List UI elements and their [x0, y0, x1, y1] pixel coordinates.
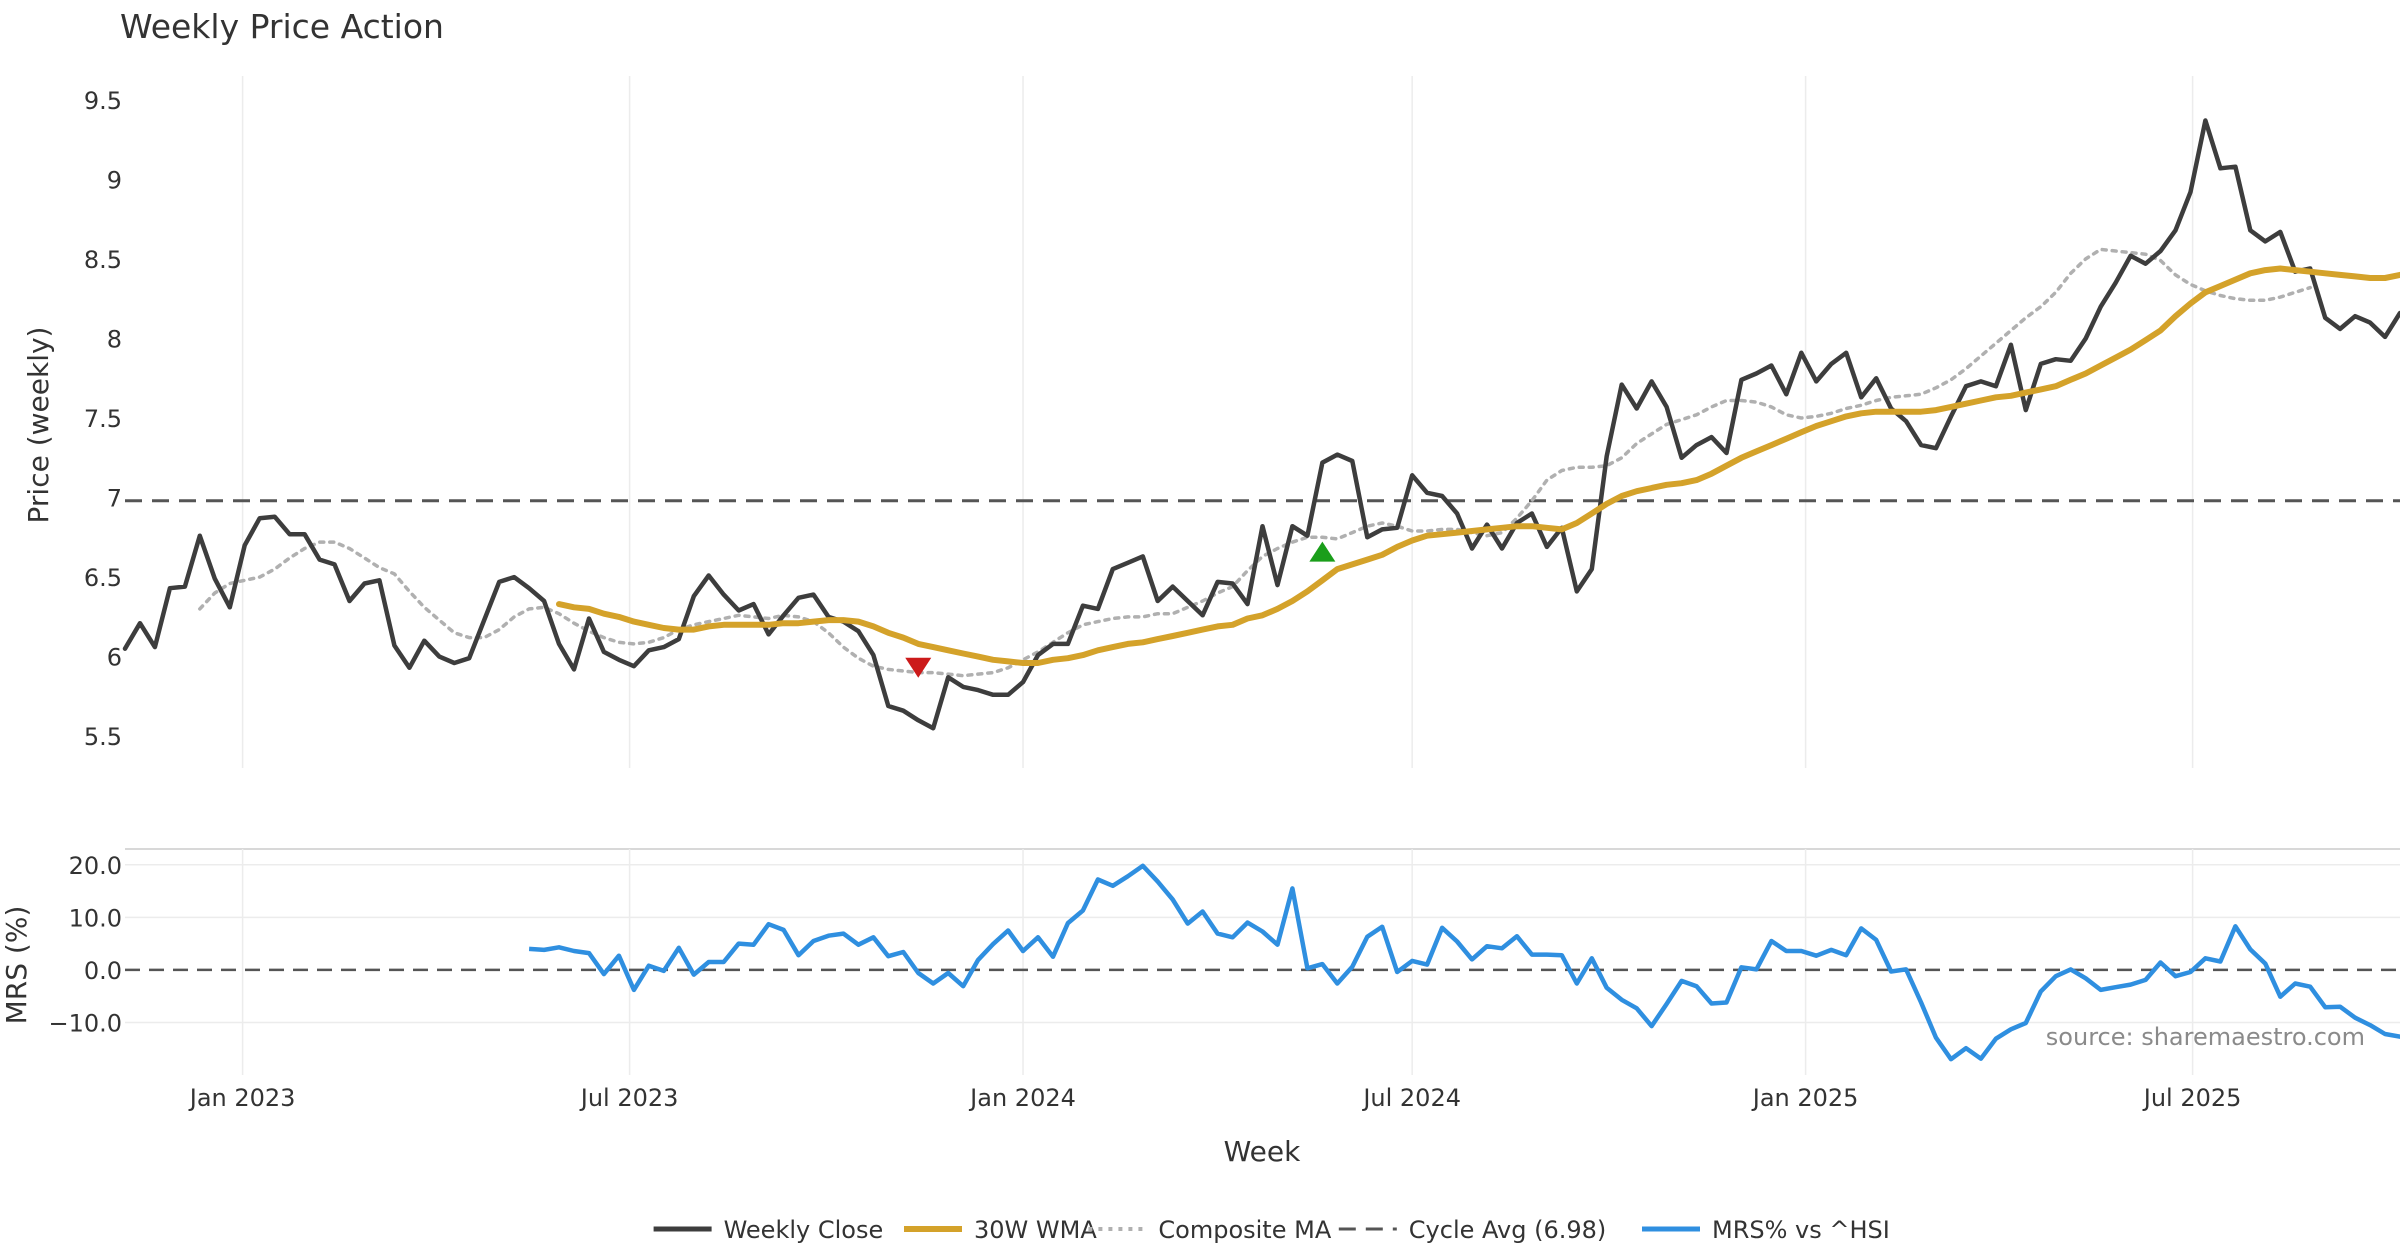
- x-tick-label: Jul 2024: [1361, 1084, 1461, 1112]
- sell-signal-marker: [905, 657, 932, 678]
- legend-item: MRS% vs ^HSI: [1642, 1216, 1890, 1244]
- mrs-y-ticks: 20.0 10.0 0.0 −10.0: [48, 852, 122, 1038]
- wma-30w-line: [556, 265, 2400, 666]
- weekly-close-line: [122, 118, 2400, 731]
- legend-item: Composite MA: [1088, 1216, 1332, 1244]
- x-tick-label: Jan 2025: [1751, 1084, 1859, 1112]
- mrs-y-tick-label: 0.0: [84, 957, 122, 985]
- chart-title: Weekly Price Action: [120, 7, 444, 46]
- legend: Weekly Close 30W WMA Composite MA Cycle Avg…: [653, 1216, 1890, 1244]
- price-y-tick-label: 9.5: [84, 87, 122, 115]
- mrs-y-tick-label: 20.0: [69, 852, 122, 880]
- legend-item: 30W WMA: [904, 1216, 1097, 1244]
- price-grid: [241, 76, 2194, 768]
- mrs-y-tick-label: 10.0: [69, 904, 122, 932]
- price-y-tick-label: 7.5: [84, 405, 122, 433]
- x-tick-label: Jan 2024: [968, 1084, 1076, 1112]
- legend-label: Cycle Avg (6.98): [1409, 1216, 1606, 1244]
- price-y-tick-label: 6.5: [84, 564, 122, 592]
- legend-item: Cycle Avg (6.98): [1338, 1216, 1606, 1244]
- legend-label: MRS% vs ^HSI: [1712, 1216, 1890, 1244]
- mrs-panel: 20.0 10.0 0.0 −10.0 MRS (%) source: sharema…: [0, 848, 2400, 1075]
- x-tick-label: Jul 2023: [579, 1084, 679, 1112]
- x-tick-label: Jan 2023: [188, 1084, 296, 1112]
- mrs-y-tick-label: −10.0: [48, 1009, 122, 1037]
- composite-ma-line: [198, 247, 2312, 678]
- price-y-axis-label: Price (weekly): [22, 327, 55, 524]
- mrs-lines: [125, 863, 2400, 1062]
- legend-label: Weekly Close: [724, 1216, 884, 1244]
- price-y-tick-label: 6: [107, 644, 122, 672]
- price-y-tick-label: 8.5: [84, 246, 122, 274]
- x-axis-label: Week: [1224, 1135, 1301, 1168]
- x-axis-ticks: Jan 2023 Jul 2023 Jan 2024 Jul 2024 Jan 2025…: [188, 1084, 2242, 1112]
- mrs-line: [528, 863, 2400, 1062]
- x-tick-label: Jul 2025: [2142, 1084, 2242, 1112]
- price-y-tick-label: 5.5: [84, 723, 122, 751]
- legend-item: Weekly Close: [653, 1216, 884, 1244]
- buy-signal-marker: [1309, 541, 1336, 562]
- price-panel: 5.5 6 6.5 7 7.5 8 8.5 9 9.5 Price (weekly): [22, 76, 2400, 768]
- price-y-tick-label: 7: [107, 485, 122, 513]
- legend-label: 30W WMA: [974, 1216, 1097, 1244]
- price-y-ticks: 5.5 6 6.5 7 7.5 8 8.5 9 9.5: [84, 87, 122, 751]
- price-y-tick-label: 8: [107, 325, 122, 353]
- price-lines: [122, 118, 2400, 731]
- price-y-tick-label: 9: [107, 166, 122, 194]
- source-annotation: source: sharemaestro.com: [2046, 1023, 2365, 1051]
- legend-label: Composite MA: [1158, 1216, 1331, 1244]
- mrs-y-axis-label: MRS (%): [0, 906, 33, 1025]
- price-markers: [905, 541, 1336, 678]
